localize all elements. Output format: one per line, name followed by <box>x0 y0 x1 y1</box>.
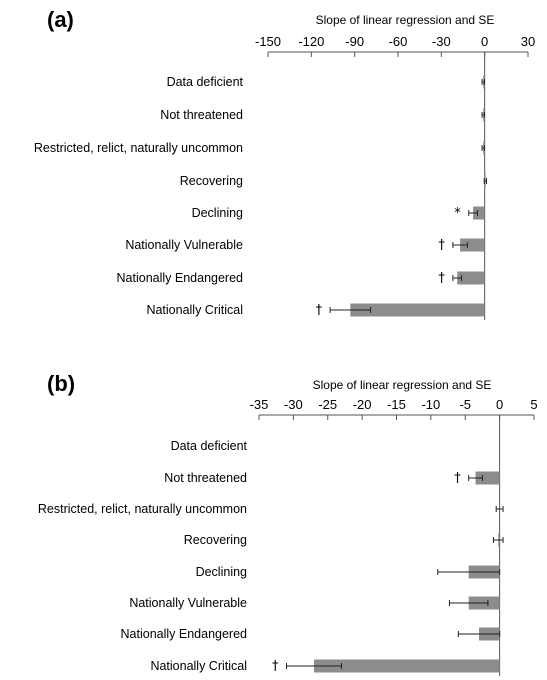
panel-b-tick-label: -10 <box>421 397 440 412</box>
panel-b-significance-marker: † <box>272 659 279 674</box>
panel-a-tick-label: 30 <box>521 34 535 49</box>
panel-a-significance-marker: † <box>438 238 445 253</box>
panel-b-tick-label: 5 <box>530 397 537 412</box>
panel-a-category-label: Nationally Vulnerable <box>125 238 243 252</box>
panel-b-category-label: Nationally Endangered <box>121 627 248 641</box>
panel-a-category-label: Not threatened <box>160 108 243 122</box>
panel-b-category-label: Nationally Vulnerable <box>129 596 247 610</box>
panel-a-category-label: Declining <box>192 206 243 220</box>
panel-a-bar <box>473 206 485 220</box>
panel-a-bar <box>350 303 485 317</box>
panel-b-category-label: Restricted, relict, naturally uncommon <box>38 502 247 516</box>
panel-b-tick-label: -15 <box>387 397 406 412</box>
panel-a-category-label: Recovering <box>180 174 243 188</box>
panel-b-significance-marker: † <box>454 471 461 486</box>
panel-b-tick-label: -30 <box>284 397 303 412</box>
panel-a-bar <box>457 271 485 285</box>
panel-a-category-label: Nationally Critical <box>146 303 243 317</box>
panel-b-category-label: Data deficient <box>171 439 248 453</box>
panel-b-tick-label: -35 <box>250 397 269 412</box>
panel-b-tick-label: -20 <box>353 397 372 412</box>
panel-b-bar <box>475 471 500 485</box>
panel-a-axis-title: Slope of linear regression and SE <box>316 13 495 27</box>
panel-a-tick-label: -90 <box>345 34 364 49</box>
panel-a-tick-label: -60 <box>389 34 408 49</box>
panel-b-tick-label: 0 <box>496 397 503 412</box>
panel-b-tick-label: -25 <box>318 397 337 412</box>
panel-b-category-label: Recovering <box>184 533 247 547</box>
panel-a-label: (a) <box>47 7 74 32</box>
panel-b-bar <box>314 659 500 673</box>
panel-a-category-label: Nationally Endangered <box>117 271 244 285</box>
panel-a-category-label: Restricted, relict, naturally uncommon <box>34 141 243 155</box>
panel-a-tick-label: 0 <box>481 34 488 49</box>
panel-a-significance-marker: † <box>438 271 445 286</box>
panel-b-category-label: Not threatened <box>164 471 247 485</box>
panel-a-significance-marker: † <box>316 303 323 318</box>
panel-b-axis-title: Slope of linear regression and SE <box>313 378 492 392</box>
panel-b-label: (b) <box>47 371 75 396</box>
panel-b-category-label: Nationally Critical <box>150 659 247 673</box>
panel-a-tick-label: -120 <box>298 34 324 49</box>
panel-a-significance-marker: * <box>454 206 461 221</box>
panel-b-category-label: Declining <box>196 565 247 579</box>
panel-a-tick-label: -30 <box>432 34 451 49</box>
panel-a-category-label: Data deficient <box>167 75 244 89</box>
panel-b-tick-label: -5 <box>459 397 471 412</box>
panel-a-tick-label: -150 <box>255 34 281 49</box>
panel-a-bar <box>460 238 485 252</box>
